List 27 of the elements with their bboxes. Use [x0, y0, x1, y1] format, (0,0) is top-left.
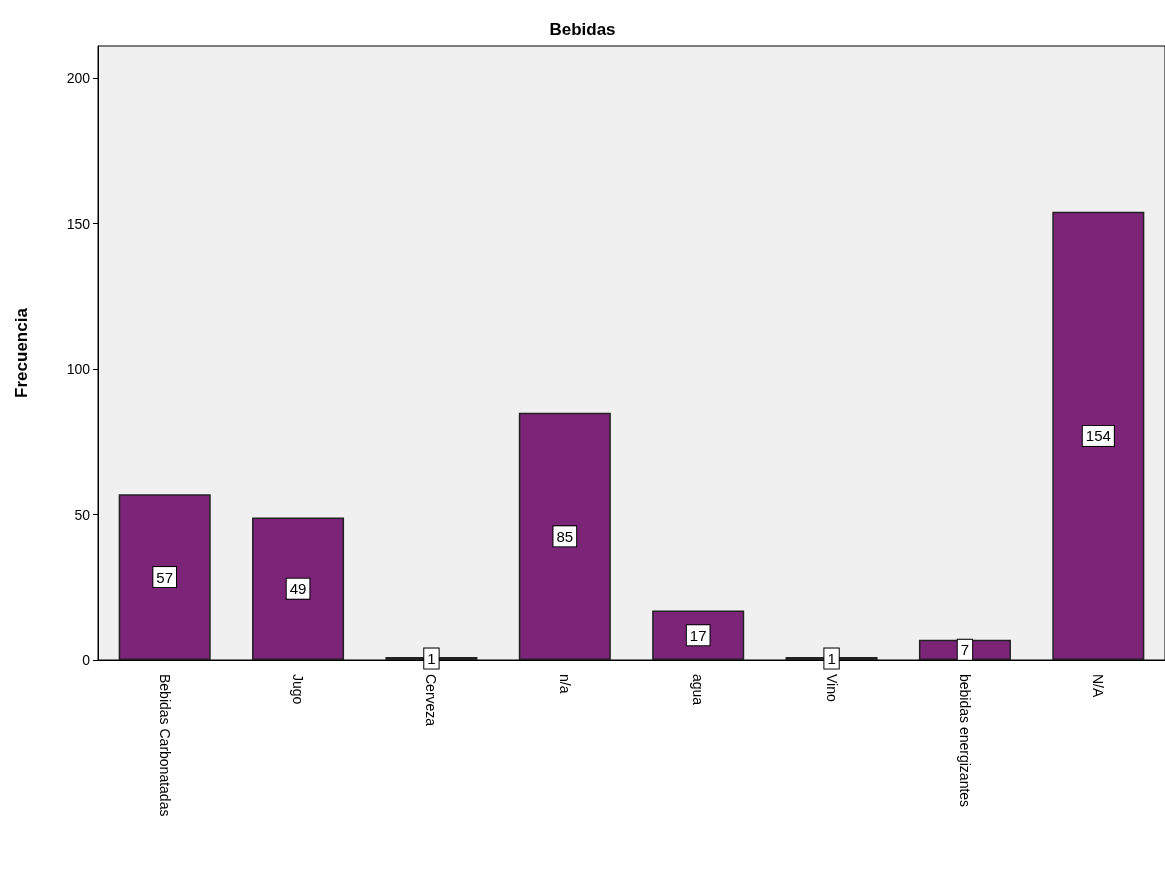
bar [118, 494, 211, 660]
data-label: 1 [427, 650, 436, 668]
data-label: 57 [156, 568, 174, 586]
x-tick-label: n/a [556, 674, 573, 694]
x-tick-label: Jugo [290, 674, 307, 705]
chart-title: Bebidas [549, 20, 616, 39]
y-tick-label: 200 [66, 70, 91, 87]
y-tick-label: 0 [82, 652, 91, 668]
bar [518, 412, 611, 660]
x-tick-label: agua [690, 674, 707, 706]
data-label: 49 [289, 580, 307, 598]
y-axis-title: Frecuencia [12, 307, 31, 398]
y-tick-label: 150 [66, 215, 91, 232]
y-tick-label: 100 [66, 361, 91, 377]
x-tick-label: Bebidas Carbonatadas [156, 674, 173, 817]
x-tick-label: bebidas energizantes [956, 674, 973, 808]
data-label: 154 [1085, 427, 1111, 445]
x-tick-label: Cerveza [423, 674, 440, 727]
data-label: 7 [960, 641, 970, 659]
y-tick-label: 50 [74, 506, 91, 523]
bar [1052, 211, 1145, 660]
x-tick-label: N/A [1090, 674, 1107, 698]
data-label: 17 [689, 626, 707, 644]
x-tick-label: Vino [823, 674, 840, 702]
data-label: 1 [827, 650, 836, 668]
bar [252, 517, 345, 660]
data-label: 85 [556, 527, 574, 545]
